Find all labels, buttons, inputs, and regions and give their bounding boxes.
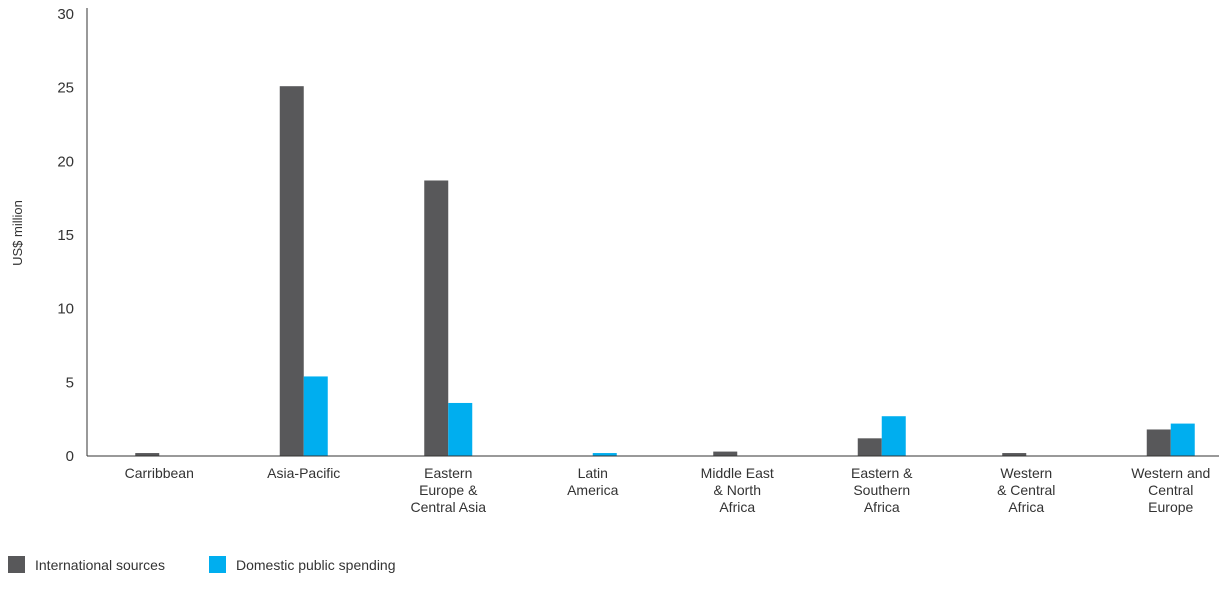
category-label: Eastern & Southern Africa <box>851 465 913 515</box>
legend-item-domestic: Domestic public spending <box>208 556 396 573</box>
bar <box>424 180 449 456</box>
legend-label-domestic: Domestic public spending <box>235 556 396 573</box>
bar <box>279 86 304 457</box>
bar <box>592 453 617 456</box>
bar <box>303 376 328 456</box>
legend-label-international: International sources <box>35 556 165 573</box>
bar <box>135 453 160 456</box>
y-tick-label: 20 <box>57 153 74 170</box>
bar <box>713 451 738 456</box>
category-label: Middle East & North Africa <box>701 465 774 515</box>
bar <box>1170 423 1195 456</box>
legend-swatch-domestic <box>208 556 226 573</box>
category-label: Western and Central Europe <box>1131 465 1210 515</box>
bar <box>881 416 906 456</box>
legend-swatch-international <box>8 556 25 573</box>
category-label: Asia-Pacific <box>267 465 340 481</box>
bar <box>1146 429 1171 456</box>
category-label: Latin America <box>567 465 619 498</box>
y-tick-label: 25 <box>57 80 74 97</box>
bar <box>1002 453 1027 456</box>
y-tick-label: 0 <box>66 448 74 465</box>
y-tick-label: 5 <box>66 374 74 391</box>
y-tick-label: 10 <box>57 301 74 318</box>
category-label: Eastern Europe & Central Asia <box>411 465 487 515</box>
bar <box>448 402 473 456</box>
bar <box>857 438 882 456</box>
legend: International sources Domestic public sp… <box>8 556 396 573</box>
category-label: Carribbean <box>125 465 194 481</box>
bar-chart: US$ million 0 5 10 15 20 25 30 Carribbean Asia-… <box>10 6 1219 515</box>
legend-item-international: International sources <box>8 556 165 573</box>
y-tick-label: 30 <box>57 6 74 23</box>
y-axis-label: US$ million <box>10 200 25 266</box>
category-label: Western & Central Africa <box>997 465 1055 515</box>
y-tick-label: 15 <box>57 227 74 244</box>
